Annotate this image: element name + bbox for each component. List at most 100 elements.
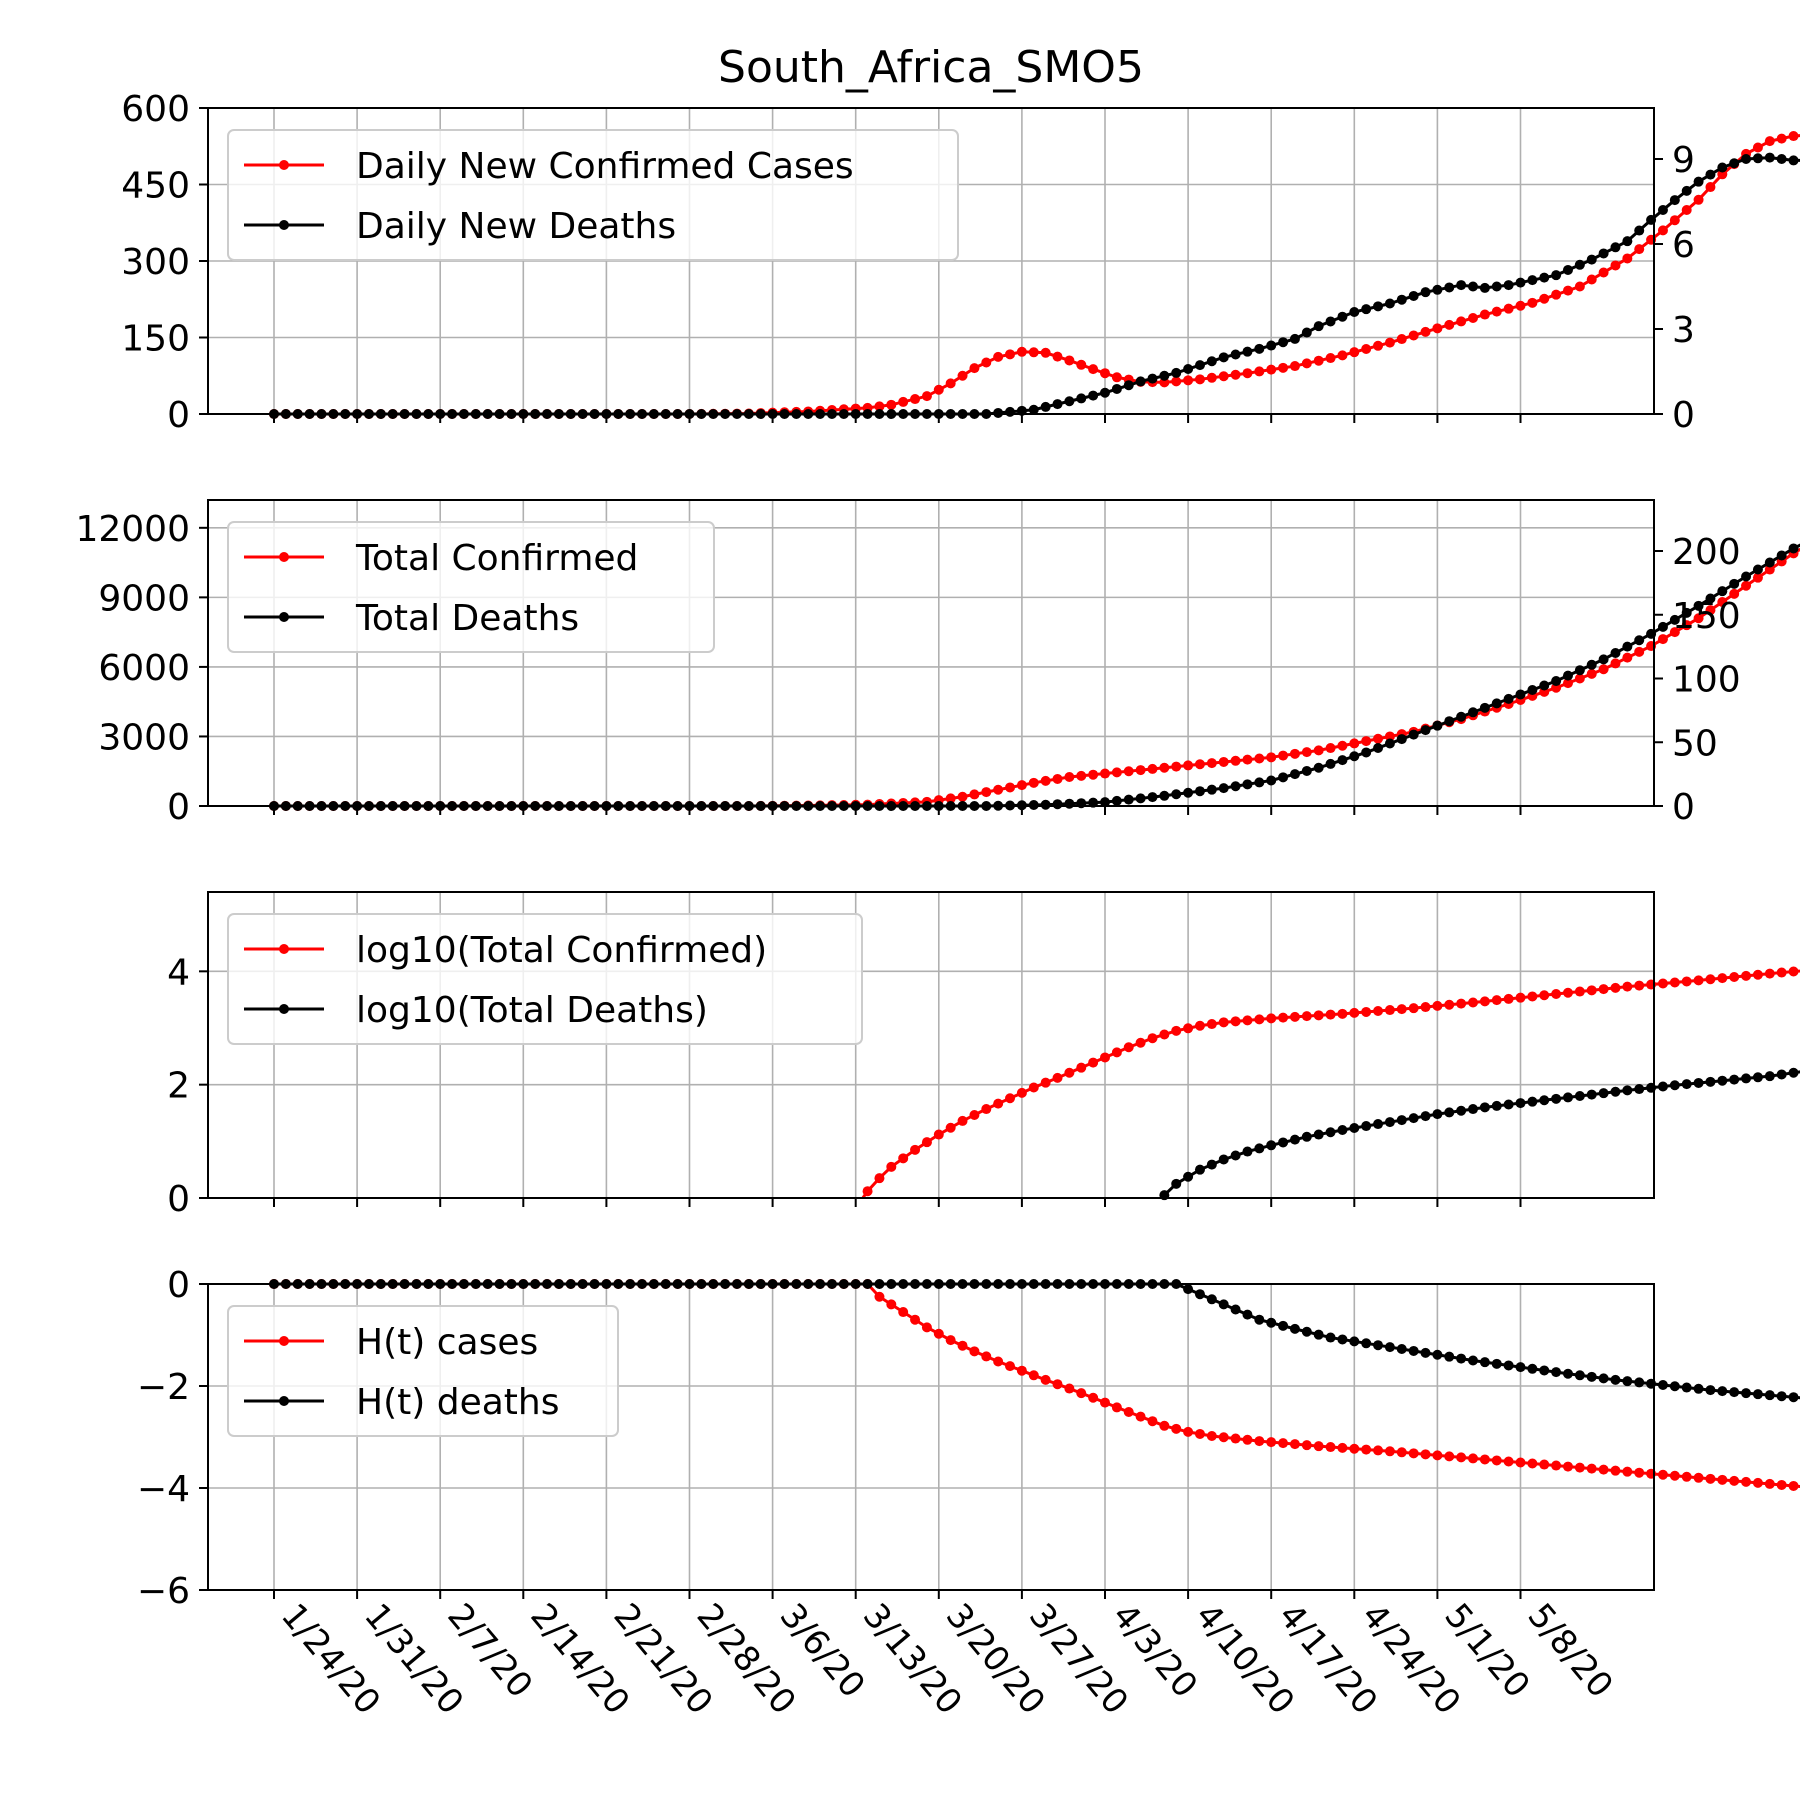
- data-point: [1171, 1025, 1182, 1036]
- legend-box: [227, 1305, 619, 1437]
- data-point: [1313, 321, 1324, 332]
- data-point: [1016, 1087, 1027, 1098]
- data-point: [1408, 290, 1419, 301]
- data-point: [1289, 1011, 1300, 1022]
- legend-box: [227, 521, 715, 653]
- data-point: [945, 1335, 956, 1346]
- data-point: [1752, 969, 1763, 980]
- data-point: [1562, 670, 1573, 681]
- data-point: [1539, 1365, 1550, 1376]
- data-point: [1586, 1089, 1597, 1100]
- data-point: [933, 1129, 944, 1140]
- data-point: [1206, 372, 1217, 383]
- data-point: [1384, 1446, 1395, 1457]
- data-point: [1289, 748, 1300, 759]
- series-log10-total-deaths-: [1159, 1067, 1800, 1201]
- data-point: [1218, 1299, 1229, 1310]
- data-point: [1384, 1117, 1395, 1128]
- data-point: [1254, 1436, 1265, 1447]
- data-point: [1764, 557, 1775, 568]
- data-point: [1301, 1326, 1312, 1337]
- data-point: [1456, 711, 1467, 722]
- data-point: [1194, 786, 1205, 797]
- axes-frame: [207, 1283, 1655, 1591]
- data-point: [1444, 282, 1455, 293]
- data-point: [1729, 1074, 1740, 1085]
- data-point: [1729, 972, 1740, 982]
- data-point: [1562, 285, 1573, 296]
- data-point: [1230, 755, 1241, 766]
- y2-tick-label: 0: [1672, 787, 1695, 828]
- data-point: [945, 378, 956, 389]
- data-point: [1420, 725, 1431, 736]
- legend-marker: [279, 552, 289, 562]
- data-point: [1491, 281, 1502, 292]
- data-point: [1242, 754, 1253, 765]
- data-point: [1278, 1137, 1289, 1148]
- data-point: [1064, 396, 1075, 407]
- data-point: [1005, 1093, 1016, 1104]
- data-point: [1230, 781, 1241, 792]
- y-tick-label: 0: [167, 1179, 190, 1220]
- data-point: [1052, 351, 1063, 362]
- data-point: [1147, 792, 1158, 803]
- data-point: [1337, 755, 1348, 766]
- data-point: [1005, 406, 1016, 417]
- data-point: [1527, 1363, 1538, 1374]
- data-point: [1005, 782, 1016, 793]
- data-point: [1444, 1451, 1455, 1462]
- data-point: [1432, 1349, 1443, 1360]
- data-point: [1194, 374, 1205, 385]
- y2-tick-label: 100: [1672, 660, 1741, 701]
- data-point: [1527, 991, 1538, 1002]
- chart-title: South_Africa_SMO5: [718, 42, 1144, 93]
- data-point: [957, 370, 968, 381]
- data-point: [1206, 784, 1217, 795]
- data-point: [1278, 1012, 1289, 1023]
- data-point: [1254, 1014, 1265, 1025]
- data-point: [1278, 337, 1289, 348]
- data-point: [1218, 1154, 1229, 1165]
- data-point: [1705, 169, 1716, 180]
- data-point: [1278, 1438, 1289, 1449]
- data-point: [886, 1299, 897, 1310]
- data-point: [1147, 1033, 1158, 1044]
- data-point: [1634, 1084, 1645, 1095]
- data-point: [1218, 1432, 1229, 1443]
- data-point: [1313, 762, 1324, 773]
- data-point: [1266, 340, 1277, 351]
- data-point: [921, 391, 932, 402]
- data-point: [1373, 1119, 1384, 1130]
- data-point: [1301, 327, 1312, 338]
- data-point: [1586, 1463, 1597, 1474]
- data-point: [1764, 1390, 1775, 1401]
- y-tick-label: 0: [167, 787, 190, 828]
- data-point: [1574, 1091, 1585, 1101]
- y2-tick-label: 200: [1672, 532, 1741, 573]
- data-point: [1610, 242, 1621, 253]
- data-point: [1373, 1445, 1384, 1456]
- data-point: [1337, 350, 1348, 361]
- data-point: [981, 357, 992, 368]
- data-point: [1479, 996, 1490, 1007]
- data-point: [1515, 1362, 1526, 1373]
- data-point: [1147, 373, 1158, 384]
- data-point: [1432, 323, 1443, 334]
- data-point: [1408, 729, 1419, 740]
- data-point: [1171, 376, 1182, 387]
- y-tick-label: −2: [137, 1367, 190, 1408]
- data-point: [1657, 621, 1668, 632]
- data-point: [1100, 1397, 1110, 1408]
- data-point: [1503, 1099, 1514, 1110]
- data-point: [1468, 312, 1479, 323]
- data-point: [1741, 154, 1752, 164]
- data-point: [1693, 613, 1704, 624]
- data-point: [1776, 133, 1787, 144]
- legend: Total Confirmed Total Deaths: [227, 521, 715, 653]
- data-point: [1266, 1013, 1277, 1024]
- data-point: [874, 401, 885, 412]
- data-point: [957, 1115, 968, 1126]
- data-point: [1468, 707, 1479, 718]
- data-point: [1551, 289, 1562, 300]
- data-point: [1444, 319, 1455, 330]
